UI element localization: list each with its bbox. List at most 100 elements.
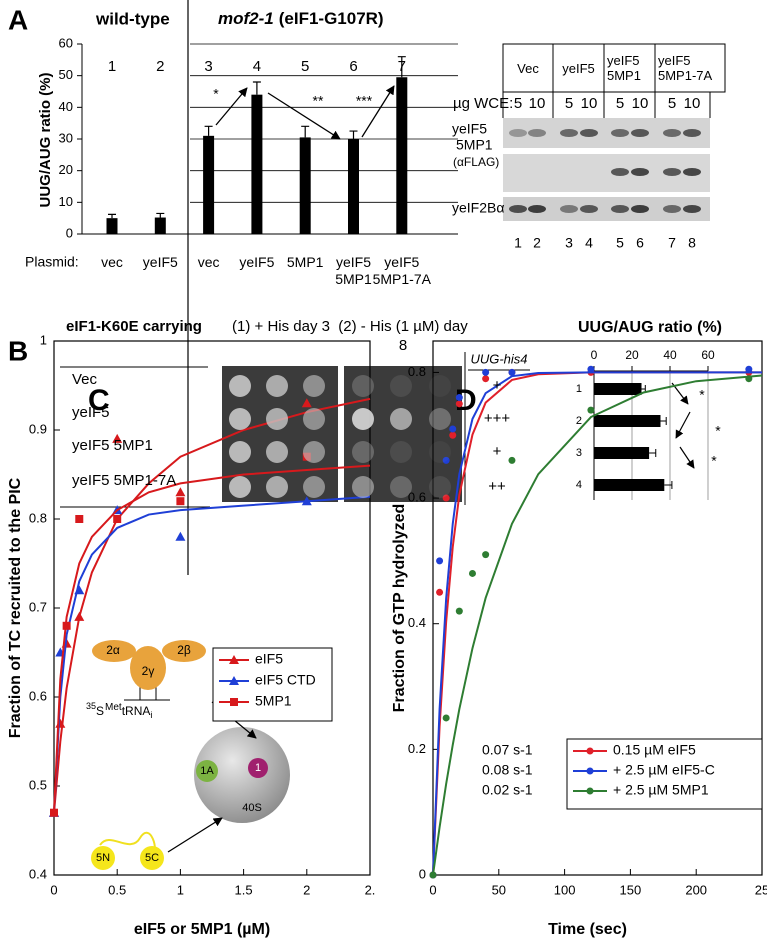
legend-marker — [229, 676, 239, 685]
blot-amount: 5 — [668, 95, 676, 112]
eif1a — [196, 760, 218, 782]
legend-marker — [586, 747, 594, 755]
point — [468, 569, 476, 577]
x-tick-label: 25 — [755, 882, 767, 897]
lane-number: 6 — [349, 58, 357, 75]
blot-lane: 3 — [565, 235, 573, 251]
x-tick-label: 5MP1 — [286, 254, 324, 270]
lane-number: 2 — [156, 58, 164, 75]
spot — [390, 408, 412, 430]
strain-label: yeIF5 5MP1-7A — [72, 472, 176, 489]
y-tick-label: 0.8 — [29, 510, 47, 525]
group-label: mof2-1 (eIF1-G107R) — [218, 9, 384, 28]
ribosome-label: 40S — [242, 802, 262, 814]
y-tick-label: 20 — [59, 162, 73, 177]
point — [175, 531, 186, 541]
error-bar — [108, 213, 116, 219]
x-tick-label: yeIF5 5MP1 — [335, 254, 372, 287]
blot-band — [663, 168, 681, 176]
point — [175, 487, 186, 497]
trna-name: tRNA — [122, 704, 151, 718]
y-tick-label: 40 — [59, 99, 73, 114]
x-tick-label: 2 — [303, 882, 310, 897]
growth-score: ++ — [488, 478, 506, 495]
domain-label: 5N — [96, 852, 110, 864]
point — [482, 368, 490, 376]
spot — [229, 408, 251, 430]
y-tick-label: 0 — [66, 225, 73, 240]
spot — [390, 441, 412, 463]
bar — [594, 479, 665, 491]
blot-amount: 5 — [514, 95, 522, 112]
bar — [106, 218, 118, 234]
blot-band — [631, 129, 649, 137]
blot-band — [611, 205, 629, 213]
blot-band — [580, 205, 598, 213]
x-tick-label: 1 — [177, 882, 184, 897]
domain — [91, 846, 115, 870]
y-tick-label: 50 — [59, 67, 73, 82]
domain-label: 5C — [145, 852, 159, 864]
x-tick-label: 50 — [492, 882, 506, 897]
arrows-a — [215, 85, 395, 140]
blot-band — [683, 129, 701, 137]
blot-amount: 10 — [529, 95, 546, 112]
trna-label: 35SMettRNAi — [86, 701, 152, 720]
error-bar — [156, 212, 165, 218]
x-tick-label: 2. — [365, 882, 376, 897]
significance: * — [715, 423, 721, 439]
spot — [303, 408, 325, 430]
lane-number: 1 — [108, 58, 116, 75]
legend-label: eIF5 — [255, 651, 283, 667]
condition-label: (1) + His day 3 — [232, 318, 330, 335]
lane-number: 5 — [301, 58, 309, 75]
blot-band — [509, 205, 527, 213]
trna-met: Met — [105, 702, 122, 713]
spot — [390, 375, 412, 397]
lane-number: 7 — [398, 58, 406, 75]
y-tick-label: 2 — [576, 415, 582, 427]
spot — [429, 476, 451, 498]
x-tick-label: 150 — [620, 882, 642, 897]
blot-amount: 10 — [684, 95, 701, 112]
blot-band — [663, 129, 681, 137]
spot — [352, 441, 374, 463]
blot-row-label: yeIF2Bα — [452, 200, 504, 216]
blot-band — [528, 129, 546, 137]
error-bar — [660, 417, 667, 425]
legend-marker — [586, 767, 594, 775]
blot-band — [528, 205, 546, 213]
point — [455, 607, 463, 615]
x-tick-label: yeIF5 — [239, 254, 275, 270]
significance: * — [213, 86, 219, 102]
spot — [352, 476, 374, 498]
blot-amount: 10 — [581, 95, 598, 112]
point — [442, 494, 450, 502]
spot — [352, 375, 374, 397]
ribosome — [194, 727, 290, 823]
y-tick-label: 0.7 — [29, 599, 47, 614]
error-bar — [301, 125, 310, 138]
blot-amount-label: µg WCE: — [453, 95, 513, 112]
legend-marker — [230, 698, 238, 706]
blot-row-label: yeIF5 — [452, 121, 487, 137]
growth-score: + — [493, 443, 502, 460]
x-tick-label: yeIF5 5MP1-7A — [372, 254, 431, 287]
y-tick-label: 3 — [576, 447, 582, 459]
chart-title: UUG/AUG ratio (%) — [578, 319, 722, 336]
spot — [229, 441, 251, 463]
blot-band — [560, 129, 578, 137]
y-axis-label: UUG/AUG ratio (%) — [37, 72, 54, 207]
table-header: eIF1-K60E carrying — [66, 318, 202, 335]
blot-band — [509, 129, 527, 137]
x-tick-label: vec — [101, 254, 123, 270]
reporter-label: UUG-his4 — [470, 351, 527, 366]
y-tick-label: 0 — [419, 866, 426, 881]
x-tick-label: 0 — [50, 882, 57, 897]
x-tick-label: 20 — [625, 348, 639, 362]
blot-amount: 5 — [565, 95, 573, 112]
x-axis-label: eIF5 or 5MP1 (µM) — [134, 921, 270, 938]
blot-band — [631, 168, 649, 176]
blot-lane: 1 — [514, 235, 522, 251]
x-axis-label: Plasmid: — [25, 254, 79, 270]
